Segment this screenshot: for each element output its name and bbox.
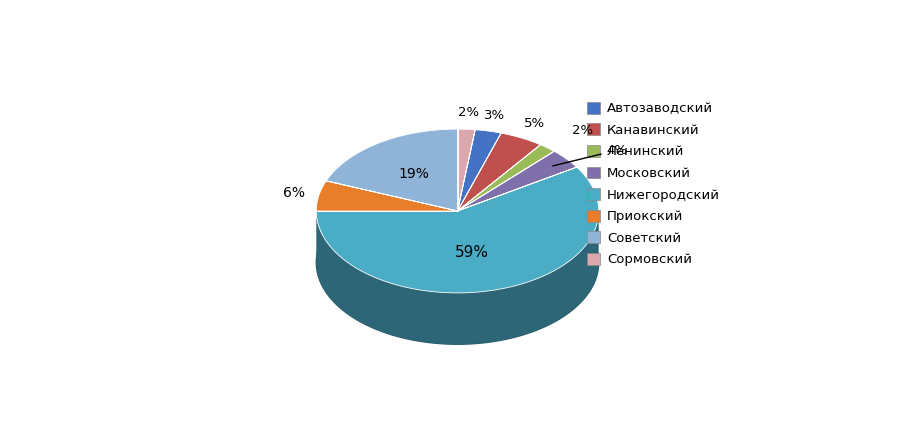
Legend: Автозаводский, Канавинский, Ленинский, Московский, Нижегородский, Приокский, Сов: Автозаводский, Канавинский, Ленинский, М… xyxy=(587,102,720,267)
Text: 4%: 4% xyxy=(553,144,627,166)
Polygon shape xyxy=(316,181,457,211)
Text: 6%: 6% xyxy=(283,186,305,200)
Polygon shape xyxy=(457,145,554,211)
Polygon shape xyxy=(316,181,599,344)
Text: 59%: 59% xyxy=(455,245,489,260)
Polygon shape xyxy=(457,129,475,211)
Text: 3%: 3% xyxy=(484,108,505,121)
Polygon shape xyxy=(457,151,577,211)
Polygon shape xyxy=(326,129,457,211)
Polygon shape xyxy=(316,210,599,344)
Text: 2%: 2% xyxy=(572,124,593,137)
Text: 2%: 2% xyxy=(457,107,479,120)
Polygon shape xyxy=(457,133,541,211)
Polygon shape xyxy=(316,167,599,293)
Text: 19%: 19% xyxy=(398,167,430,181)
Text: 5%: 5% xyxy=(524,117,545,130)
Polygon shape xyxy=(457,130,501,211)
